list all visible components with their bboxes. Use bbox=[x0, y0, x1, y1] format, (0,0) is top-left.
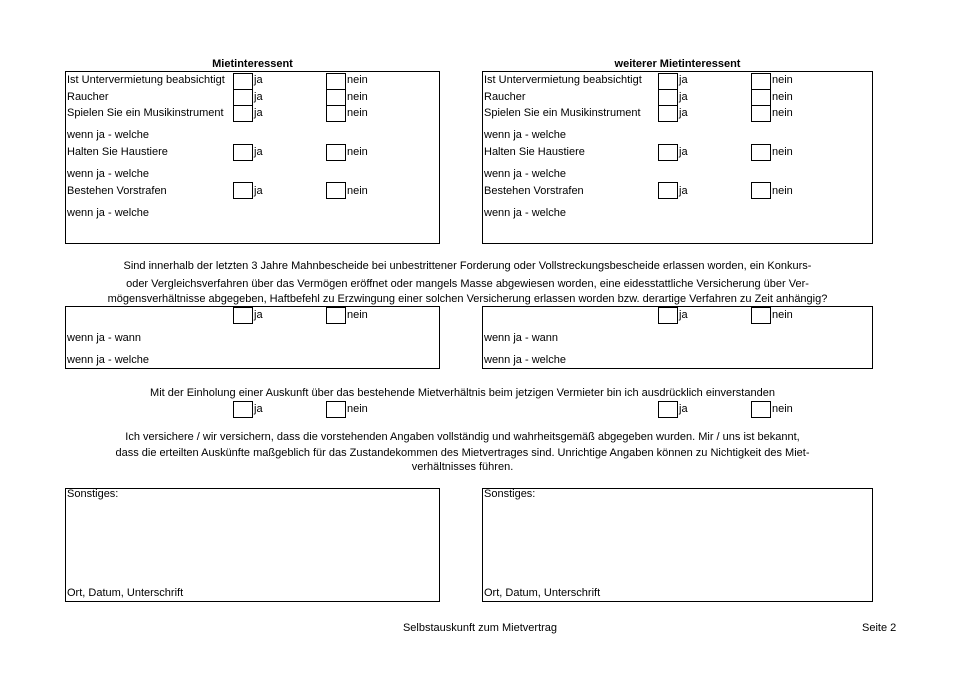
footer-title: Selbstauskunft zum Mietvertrag bbox=[402, 622, 558, 634]
col1-consent-no-checkbox[interactable] bbox=[751, 401, 771, 418]
col0-sonstiges-box bbox=[65, 488, 440, 602]
col1-wenn-ja-welche-label: wenn ja - welche bbox=[484, 129, 566, 141]
col1-vorstrafen-yes-checkbox[interactable] bbox=[658, 182, 678, 199]
col1-wenn-ja-welche-label: wenn ja - welche bbox=[484, 168, 566, 180]
col0-consent-no-checkbox[interactable] bbox=[326, 401, 346, 418]
col1-musik-no-checkbox[interactable] bbox=[751, 105, 771, 122]
declaration-line: dass die erteilten Auskünfte maßgeblich … bbox=[115, 447, 810, 459]
declaration-line: Ich versichere / wir versichern, dass di… bbox=[125, 431, 800, 443]
col1-no-label: nein bbox=[772, 185, 793, 197]
col0-musik-yes-checkbox[interactable] bbox=[233, 105, 253, 122]
col0-finance-no-checkbox[interactable] bbox=[326, 307, 346, 324]
col1-finance-box bbox=[482, 306, 873, 369]
col0-questions-box bbox=[65, 71, 440, 244]
col1-no-label: nein bbox=[772, 107, 793, 119]
col1-no-label: nein bbox=[772, 403, 793, 415]
col0-vorstrafen-label: Bestehen Vorstrafen bbox=[67, 185, 167, 197]
col0-vorstrafen-no-checkbox[interactable] bbox=[326, 182, 346, 199]
col0-no-label: nein bbox=[347, 185, 368, 197]
col1-raucher-yes-checkbox[interactable] bbox=[658, 89, 678, 106]
col1-sonstiges-label: Sonstiges: bbox=[484, 488, 536, 500]
col0-wenn-ja-welche-label: wenn ja - welche bbox=[67, 207, 149, 219]
col1-consent-yes-checkbox[interactable] bbox=[658, 401, 678, 418]
col0-untervermietung-no-checkbox[interactable] bbox=[326, 73, 346, 90]
col0-no-label: nein bbox=[347, 146, 368, 158]
col0-yes-label: ja bbox=[254, 91, 263, 103]
col0-wenn-ja-welche-label: wenn ja - welche bbox=[67, 129, 149, 141]
col1-haustiere-label: Halten Sie Haustiere bbox=[484, 146, 585, 158]
col1-wenn-ja-welche-label: wenn ja - welche bbox=[484, 354, 566, 366]
finance-question-line: oder Vergleichsverfahren über das Vermög… bbox=[126, 278, 809, 290]
col0-yes-label: ja bbox=[254, 146, 263, 158]
col1-no-label: nein bbox=[772, 146, 793, 158]
col1-raucher-label: Raucher bbox=[484, 91, 526, 103]
col0-no-label: nein bbox=[347, 74, 368, 86]
col1-yes-label: ja bbox=[679, 146, 688, 158]
col0-no-label: nein bbox=[347, 107, 368, 119]
col1-musik-label: Spielen Sie ein Musikinstrument bbox=[484, 107, 641, 119]
col1-no-label: nein bbox=[772, 74, 793, 86]
col1-no-label: nein bbox=[772, 309, 793, 321]
col1-questions-box bbox=[482, 71, 873, 244]
col1-musik-yes-checkbox[interactable] bbox=[658, 105, 678, 122]
declaration-line: verhältnisses führen. bbox=[411, 461, 514, 473]
col1-yes-label: ja bbox=[679, 74, 688, 86]
col1-yes-label: ja bbox=[679, 309, 688, 321]
col0-musik-label: Spielen Sie ein Musikinstrument bbox=[67, 107, 224, 119]
col0-musik-no-checkbox[interactable] bbox=[326, 105, 346, 122]
col0-no-label: nein bbox=[347, 91, 368, 103]
col1-haustiere-yes-checkbox[interactable] bbox=[658, 144, 678, 161]
col1-wenn-ja-welche-label: wenn ja - welche bbox=[484, 207, 566, 219]
col0-signature-label: Ort, Datum, Unterschrift bbox=[67, 587, 184, 599]
col0-finance-yes-checkbox[interactable] bbox=[233, 307, 253, 324]
col0-wenn-ja-welche-label: wenn ja - welche bbox=[67, 168, 149, 180]
col0-yes-label: ja bbox=[254, 185, 263, 197]
col0-column-title: Mietinteressent bbox=[212, 58, 293, 70]
col1-sonstiges-box bbox=[482, 488, 873, 602]
finance-question-line: mögensverhältnisse abgegeben, Haftbefehl… bbox=[107, 293, 828, 305]
col0-yes-label: ja bbox=[254, 107, 263, 119]
col1-raucher-no-checkbox[interactable] bbox=[751, 89, 771, 106]
col0-wenn-ja-wann-label: wenn ja - wann bbox=[67, 332, 141, 344]
col0-wenn-ja-welche-label: wenn ja - welche bbox=[67, 354, 149, 366]
col1-wenn-ja-wann-label: wenn ja - wann bbox=[484, 332, 558, 344]
col1-yes-label: ja bbox=[679, 91, 688, 103]
col1-yes-label: ja bbox=[679, 107, 688, 119]
col0-finance-box bbox=[65, 306, 440, 369]
col0-untervermietung-label: Ist Untervermietung beabsichtigt bbox=[67, 74, 225, 86]
col1-yes-label: ja bbox=[679, 403, 688, 415]
col1-column-title: weiterer Mietinteressent bbox=[614, 58, 741, 70]
col0-consent-yes-checkbox[interactable] bbox=[233, 401, 253, 418]
col0-yes-label: ja bbox=[254, 403, 263, 415]
col1-haustiere-no-checkbox[interactable] bbox=[751, 144, 771, 161]
col0-haustiere-yes-checkbox[interactable] bbox=[233, 144, 253, 161]
finance-question-line: Sind innerhalb der letzten 3 Jahre Mahnb… bbox=[123, 260, 812, 272]
col1-no-label: nein bbox=[772, 91, 793, 103]
col0-untervermietung-yes-checkbox[interactable] bbox=[233, 73, 253, 90]
col0-no-label: nein bbox=[347, 309, 368, 321]
col1-finance-yes-checkbox[interactable] bbox=[658, 307, 678, 324]
col0-sonstiges-label: Sonstiges: bbox=[67, 488, 119, 500]
col1-vorstrafen-no-checkbox[interactable] bbox=[751, 182, 771, 199]
consent-text: Mit der Einholung einer Auskunft über da… bbox=[150, 387, 775, 399]
col1-untervermietung-label: Ist Untervermietung beabsichtigt bbox=[484, 74, 642, 86]
col1-vorstrafen-label: Bestehen Vorstrafen bbox=[484, 185, 584, 197]
col0-haustiere-label: Halten Sie Haustiere bbox=[67, 146, 168, 158]
col0-no-label: nein bbox=[347, 403, 368, 415]
footer-page-number: Seite 2 bbox=[862, 622, 897, 634]
col1-yes-label: ja bbox=[679, 185, 688, 197]
col1-untervermietung-yes-checkbox[interactable] bbox=[658, 73, 678, 90]
col1-signature-label: Ort, Datum, Unterschrift bbox=[484, 587, 601, 599]
col0-yes-label: ja bbox=[254, 309, 263, 321]
col1-finance-no-checkbox[interactable] bbox=[751, 307, 771, 324]
col0-vorstrafen-yes-checkbox[interactable] bbox=[233, 182, 253, 199]
col0-raucher-label: Raucher bbox=[67, 91, 109, 103]
col1-untervermietung-no-checkbox[interactable] bbox=[751, 73, 771, 90]
col0-haustiere-no-checkbox[interactable] bbox=[326, 144, 346, 161]
col0-raucher-no-checkbox[interactable] bbox=[326, 89, 346, 106]
col0-yes-label: ja bbox=[254, 74, 263, 86]
col0-raucher-yes-checkbox[interactable] bbox=[233, 89, 253, 106]
